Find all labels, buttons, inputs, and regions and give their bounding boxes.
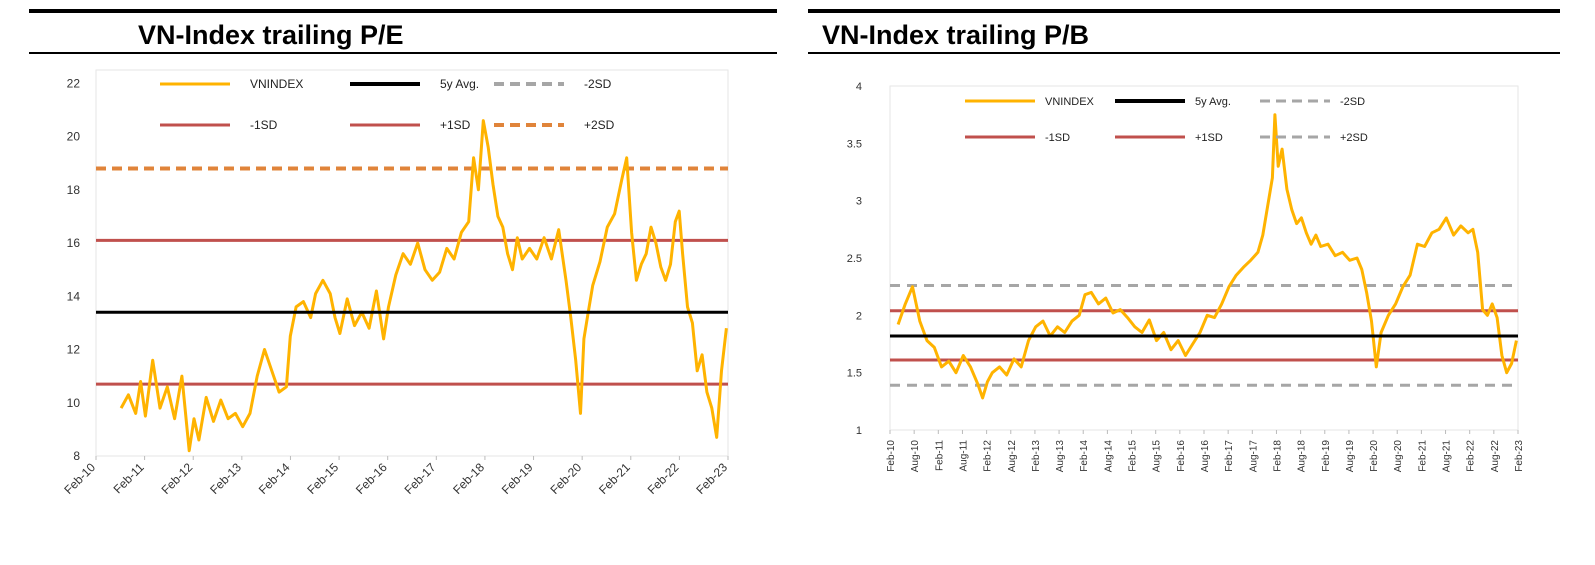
- x-tick-label: Feb-10: [886, 440, 897, 472]
- legend-label: 5y Avg.: [1195, 96, 1231, 108]
- panel-title-rule: [808, 52, 1560, 54]
- pe-panel: VN-Index trailing P/E 8 10 12 14 16 18 20 22 Feb…: [0, 0, 790, 565]
- x-tick-label: Aug-11: [958, 440, 969, 472]
- y-tick-label: 3: [856, 196, 862, 208]
- legend-label: VNINDEX: [1045, 96, 1095, 108]
- y-tick-label: 16: [67, 236, 81, 250]
- legend-label: +2SD: [1340, 132, 1368, 144]
- x-tick-label: Aug-14: [1103, 440, 1114, 473]
- x-tick-label: Feb-16: [1176, 440, 1187, 472]
- y-tick-label: 18: [67, 183, 81, 197]
- y-tick-label: 8: [73, 449, 80, 463]
- y-tick-label: 2: [856, 310, 862, 322]
- panel-top-rule: [29, 9, 777, 13]
- pb-panel: VN-Index trailing P/B 1 1.5 2 2.5 3 3.5 4 Feb-1…: [808, 0, 1595, 565]
- x-tick-label: Aug-12: [1007, 440, 1018, 473]
- x-tick-label: Aug-19: [1345, 440, 1356, 473]
- vnindex-series-line: [896, 113, 1518, 400]
- x-tick-label: Aug-10: [910, 440, 921, 473]
- legend-label: -1SD: [1045, 132, 1070, 144]
- legend-label: -1SD: [250, 118, 278, 132]
- x-tick-label: Feb-13: [1031, 440, 1042, 472]
- plot-area: [95, 69, 729, 457]
- legend-label: -2SD: [584, 77, 612, 91]
- chart-background: [40, 58, 780, 558]
- legend-label: -2SD: [1340, 96, 1365, 108]
- x-tick-label: Aug-17: [1248, 440, 1259, 473]
- x-tick-label: Feb-20: [1369, 440, 1380, 472]
- x-tick-label: Feb-12: [983, 440, 994, 472]
- y-tick-label: 3.5: [847, 138, 862, 150]
- y-tick-label: 14: [67, 289, 81, 303]
- x-tick-label: Feb-11: [934, 440, 945, 471]
- x-tick-label: Aug-18: [1297, 440, 1308, 473]
- x-tick-label: Aug-15: [1152, 440, 1163, 473]
- x-tick-label: Aug-13: [1055, 440, 1066, 473]
- vnindex-series-line: [119, 119, 728, 453]
- x-tick-label: Aug-16: [1200, 440, 1211, 473]
- legend-label: +2SD: [584, 118, 615, 132]
- x-tick-label: Feb-22: [1466, 440, 1477, 472]
- y-tick-label: 4: [856, 81, 862, 93]
- x-tick-label: Aug-22: [1490, 440, 1501, 473]
- panel-top-rule: [808, 9, 1560, 13]
- legend-label: VNINDEX: [250, 77, 303, 91]
- x-tick-label: Aug-21: [1442, 440, 1453, 473]
- y-tick-label: 2.5: [847, 253, 862, 265]
- pb-panel-title: VN-Index trailing P/B: [822, 20, 1090, 50]
- x-tick-label: Feb-21: [1417, 440, 1428, 472]
- panel-title-rule: [29, 52, 777, 54]
- legend-label: +1SD: [440, 118, 471, 132]
- x-tick-label: Feb-14: [1079, 440, 1090, 472]
- y-tick-label: 12: [67, 343, 81, 357]
- pe-panel-title: VN-Index trailing P/E: [138, 20, 404, 50]
- legend-label: +1SD: [1195, 132, 1223, 144]
- y-tick-label: 1.5: [847, 368, 862, 380]
- x-tick-label: Feb-17: [1224, 440, 1235, 472]
- y-tick-label: 22: [67, 76, 81, 90]
- chart-background: [810, 58, 1550, 558]
- x-tick-label: Feb-18: [1272, 440, 1283, 472]
- y-tick-label: 20: [67, 130, 81, 144]
- x-tick-label: Feb-15: [1128, 440, 1139, 472]
- pb-chart: 1 1.5 2 2.5 3 3.5 4 Feb-10 Aug-10 Feb-11 Aug-11 Feb…: [810, 58, 1550, 558]
- legend-label: 5y Avg.: [440, 77, 479, 91]
- x-tick-label: Feb-19: [1321, 440, 1332, 472]
- x-tick-label: Aug-20: [1393, 440, 1404, 473]
- y-tick-label: 10: [67, 396, 81, 410]
- x-tick-label: Feb-23: [1514, 440, 1525, 472]
- y-tick-label: 1: [856, 425, 862, 437]
